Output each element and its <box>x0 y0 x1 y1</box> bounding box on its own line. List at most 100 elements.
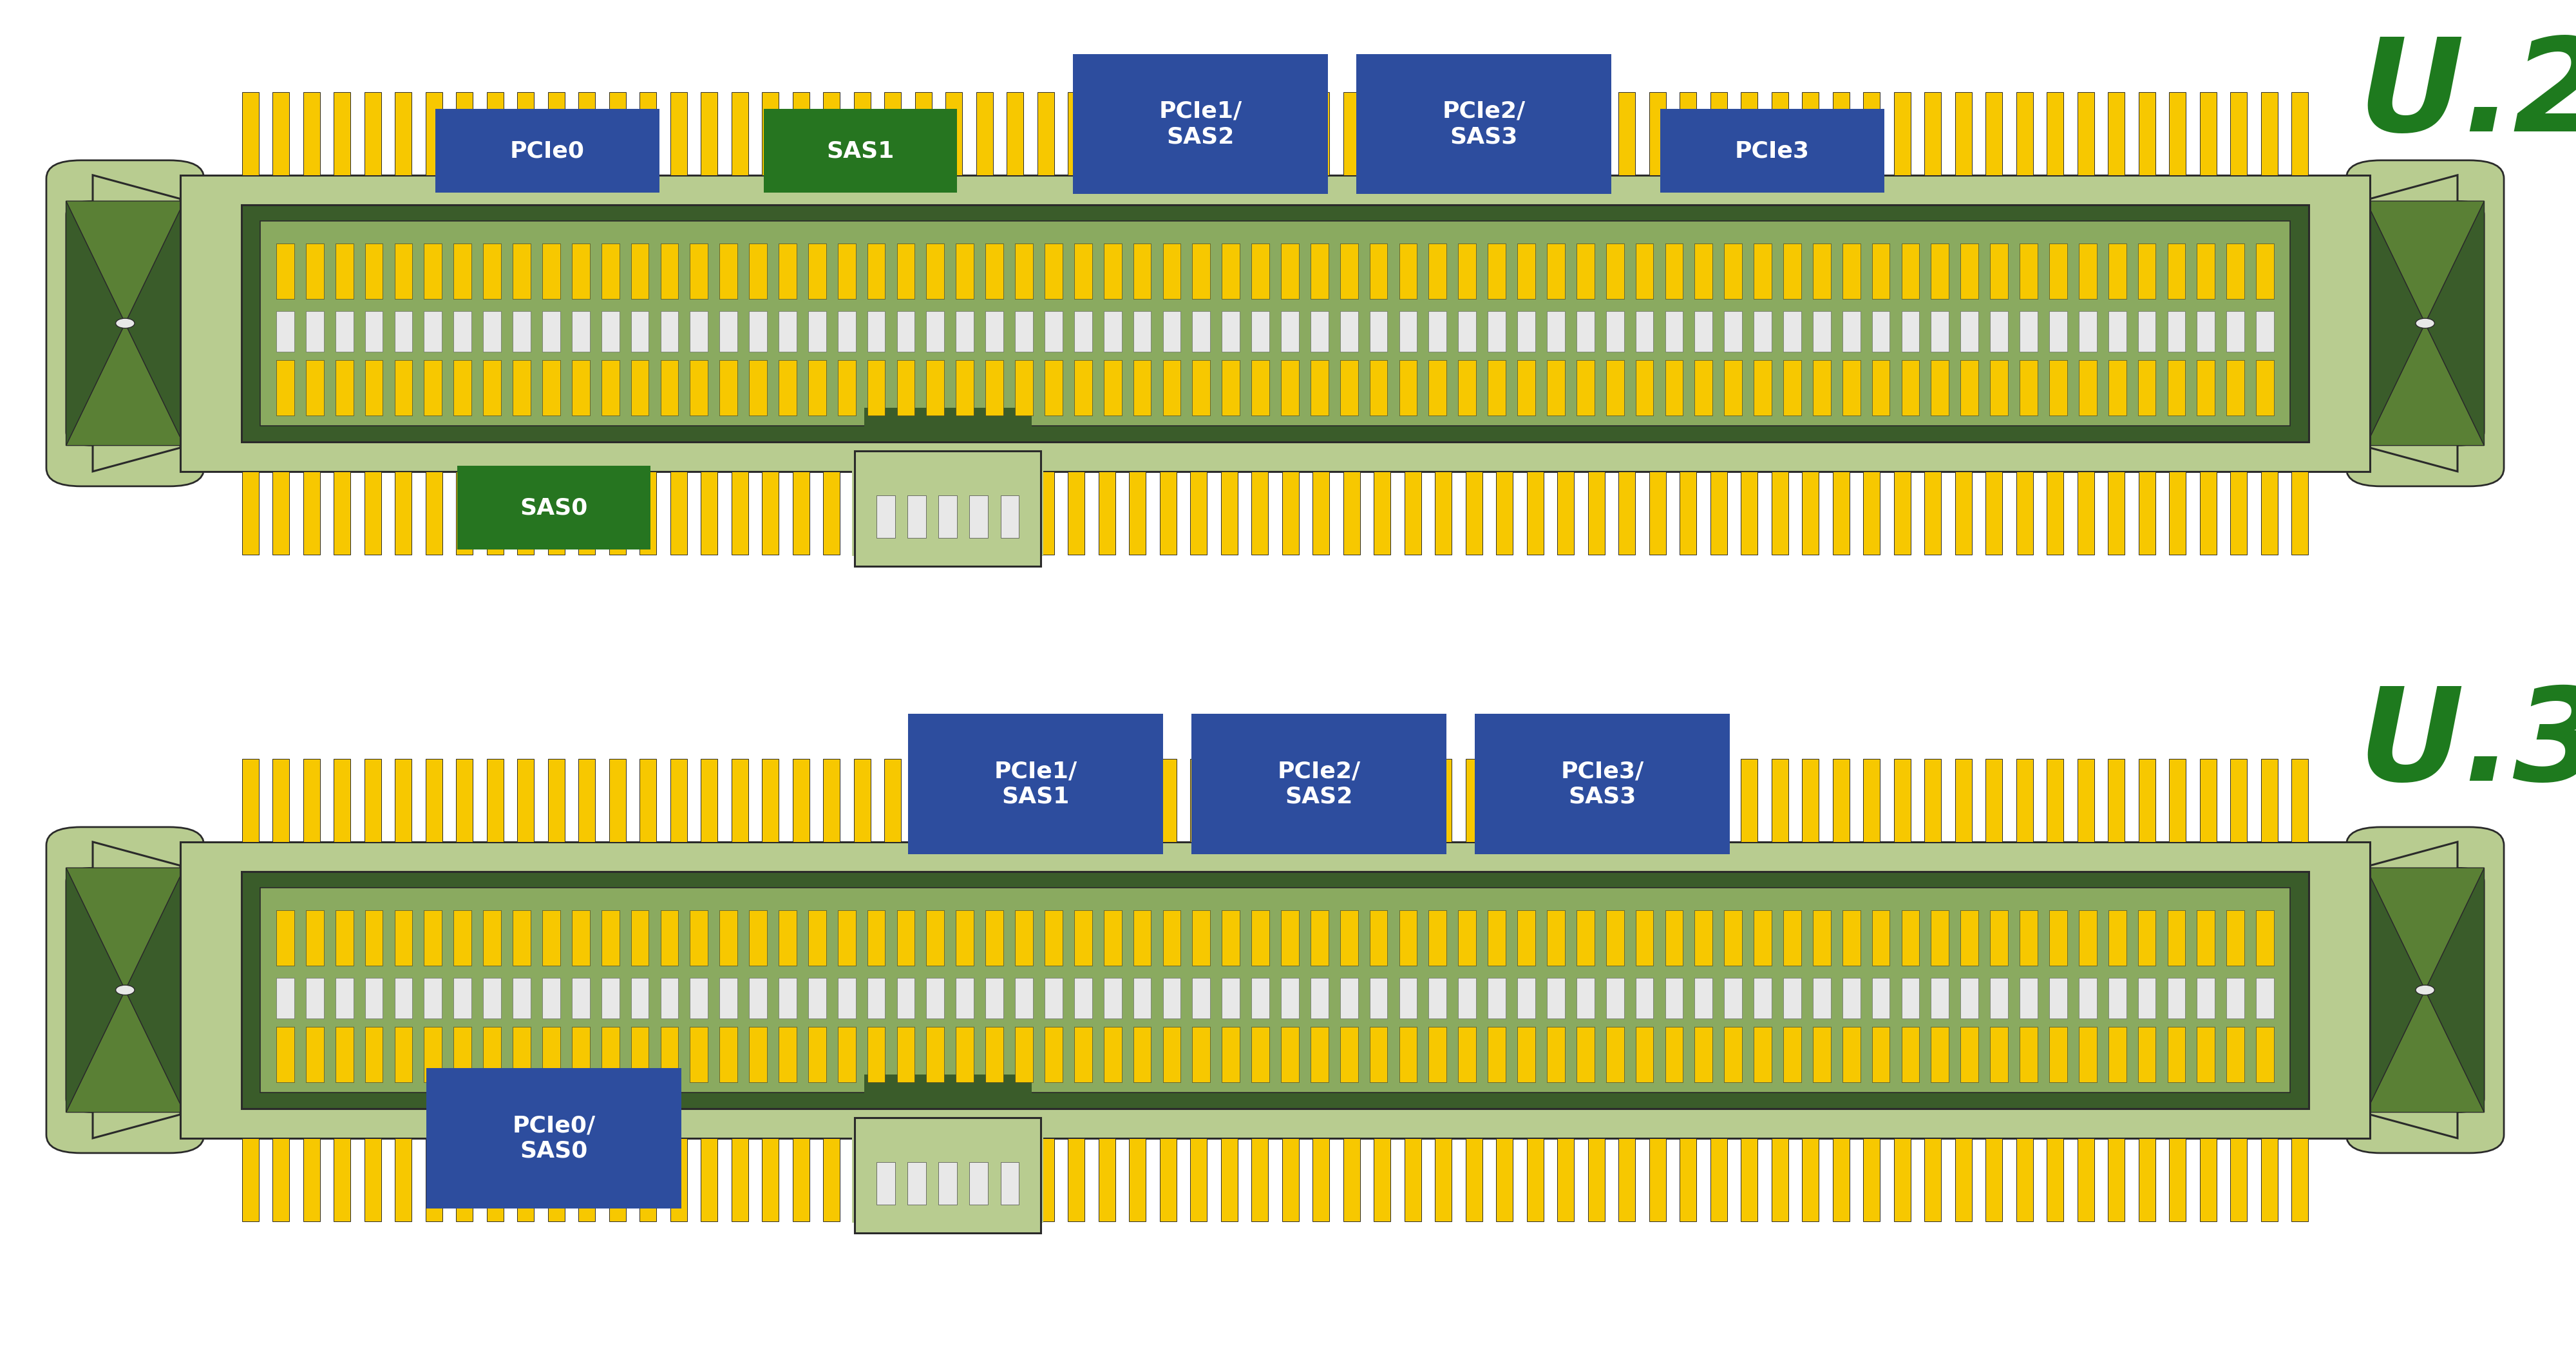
Bar <box>1252 471 1267 555</box>
Bar <box>1280 244 1298 299</box>
Bar <box>1342 1138 1360 1222</box>
Bar <box>394 244 412 299</box>
Bar <box>541 360 559 415</box>
Bar <box>484 1026 502 1082</box>
Bar <box>484 311 502 352</box>
Polygon shape <box>2365 990 2483 1113</box>
Bar <box>363 471 381 555</box>
Bar <box>242 92 258 175</box>
Bar <box>580 758 595 842</box>
Bar <box>394 360 412 415</box>
Bar <box>1340 360 1358 415</box>
Text: U.2: U.2 <box>2357 32 2576 159</box>
Bar <box>1723 244 1741 299</box>
Bar <box>1252 244 1270 299</box>
Bar <box>366 311 384 352</box>
Bar <box>732 758 747 842</box>
Text: SAS0: SAS0 <box>520 497 587 519</box>
Bar <box>180 175 2370 471</box>
Bar <box>956 244 974 299</box>
Bar <box>1489 978 1507 1018</box>
Bar <box>1069 758 1084 842</box>
Bar <box>1636 244 1654 299</box>
Bar <box>1404 1138 1422 1222</box>
Bar <box>631 244 649 299</box>
Bar <box>987 978 1005 1018</box>
Bar <box>1772 1138 1788 1222</box>
Bar <box>2293 92 2308 175</box>
Bar <box>1221 92 1236 175</box>
Bar <box>1618 92 1636 175</box>
Bar <box>273 758 289 842</box>
Bar <box>896 311 914 352</box>
Bar <box>1038 1138 1054 1222</box>
Bar <box>750 1026 768 1082</box>
Bar <box>868 244 886 299</box>
Bar <box>1991 911 2009 966</box>
Bar <box>1370 978 1388 1018</box>
Bar <box>1873 244 1891 299</box>
Bar <box>2017 92 2032 175</box>
Bar <box>304 471 319 555</box>
Bar <box>1842 911 1860 966</box>
Bar <box>659 311 677 352</box>
Bar <box>2048 1138 2063 1222</box>
Bar <box>304 92 319 175</box>
Bar <box>1814 244 1832 299</box>
Bar <box>572 978 590 1018</box>
Bar <box>1435 471 1453 555</box>
Bar <box>1221 1026 1239 1082</box>
Bar <box>2138 1026 2156 1082</box>
Bar <box>2048 911 2066 966</box>
Bar <box>1783 978 1801 1018</box>
Bar <box>1193 360 1211 415</box>
Bar <box>1466 1138 1481 1222</box>
Bar <box>2200 758 2215 842</box>
Bar <box>2169 1138 2187 1222</box>
Bar <box>1043 244 1061 299</box>
Bar <box>1015 311 1033 352</box>
FancyBboxPatch shape <box>46 160 204 486</box>
Bar <box>1466 471 1481 555</box>
Bar <box>1103 911 1121 966</box>
Bar <box>999 1162 1020 1204</box>
Bar <box>945 92 963 175</box>
Bar <box>1252 360 1270 415</box>
Bar <box>453 360 471 415</box>
Bar <box>1754 360 1772 415</box>
Bar <box>1283 758 1298 842</box>
Bar <box>1955 92 1971 175</box>
Bar <box>304 1138 319 1222</box>
Bar <box>701 758 719 842</box>
Bar <box>750 311 768 352</box>
Bar <box>425 911 443 966</box>
Bar <box>456 92 474 175</box>
Polygon shape <box>67 201 126 446</box>
Bar <box>1893 758 1911 842</box>
Bar <box>1862 92 1880 175</box>
Bar <box>2293 1138 2308 1222</box>
Bar <box>907 1162 925 1204</box>
Bar <box>2079 244 2097 299</box>
Bar <box>1783 1026 1801 1082</box>
Bar <box>1497 1138 1512 1222</box>
Bar <box>1960 311 1978 352</box>
Bar <box>884 471 902 555</box>
Bar <box>1497 471 1512 555</box>
Bar <box>762 758 778 842</box>
Bar <box>1577 978 1595 1018</box>
FancyBboxPatch shape <box>2365 201 2483 446</box>
Bar <box>1489 1026 1507 1082</box>
Bar <box>1404 92 1422 175</box>
Text: PCIe2/
SAS2: PCIe2/ SAS2 <box>1278 760 1360 808</box>
Bar <box>2166 311 2184 352</box>
Bar <box>1783 911 1801 966</box>
Bar <box>2257 244 2275 299</box>
Bar <box>1960 911 1978 966</box>
Bar <box>1015 978 1033 1018</box>
Bar <box>863 1075 1030 1094</box>
Bar <box>2076 1138 2094 1222</box>
Bar <box>1649 92 1667 175</box>
Bar <box>914 1138 933 1222</box>
Bar <box>914 92 933 175</box>
